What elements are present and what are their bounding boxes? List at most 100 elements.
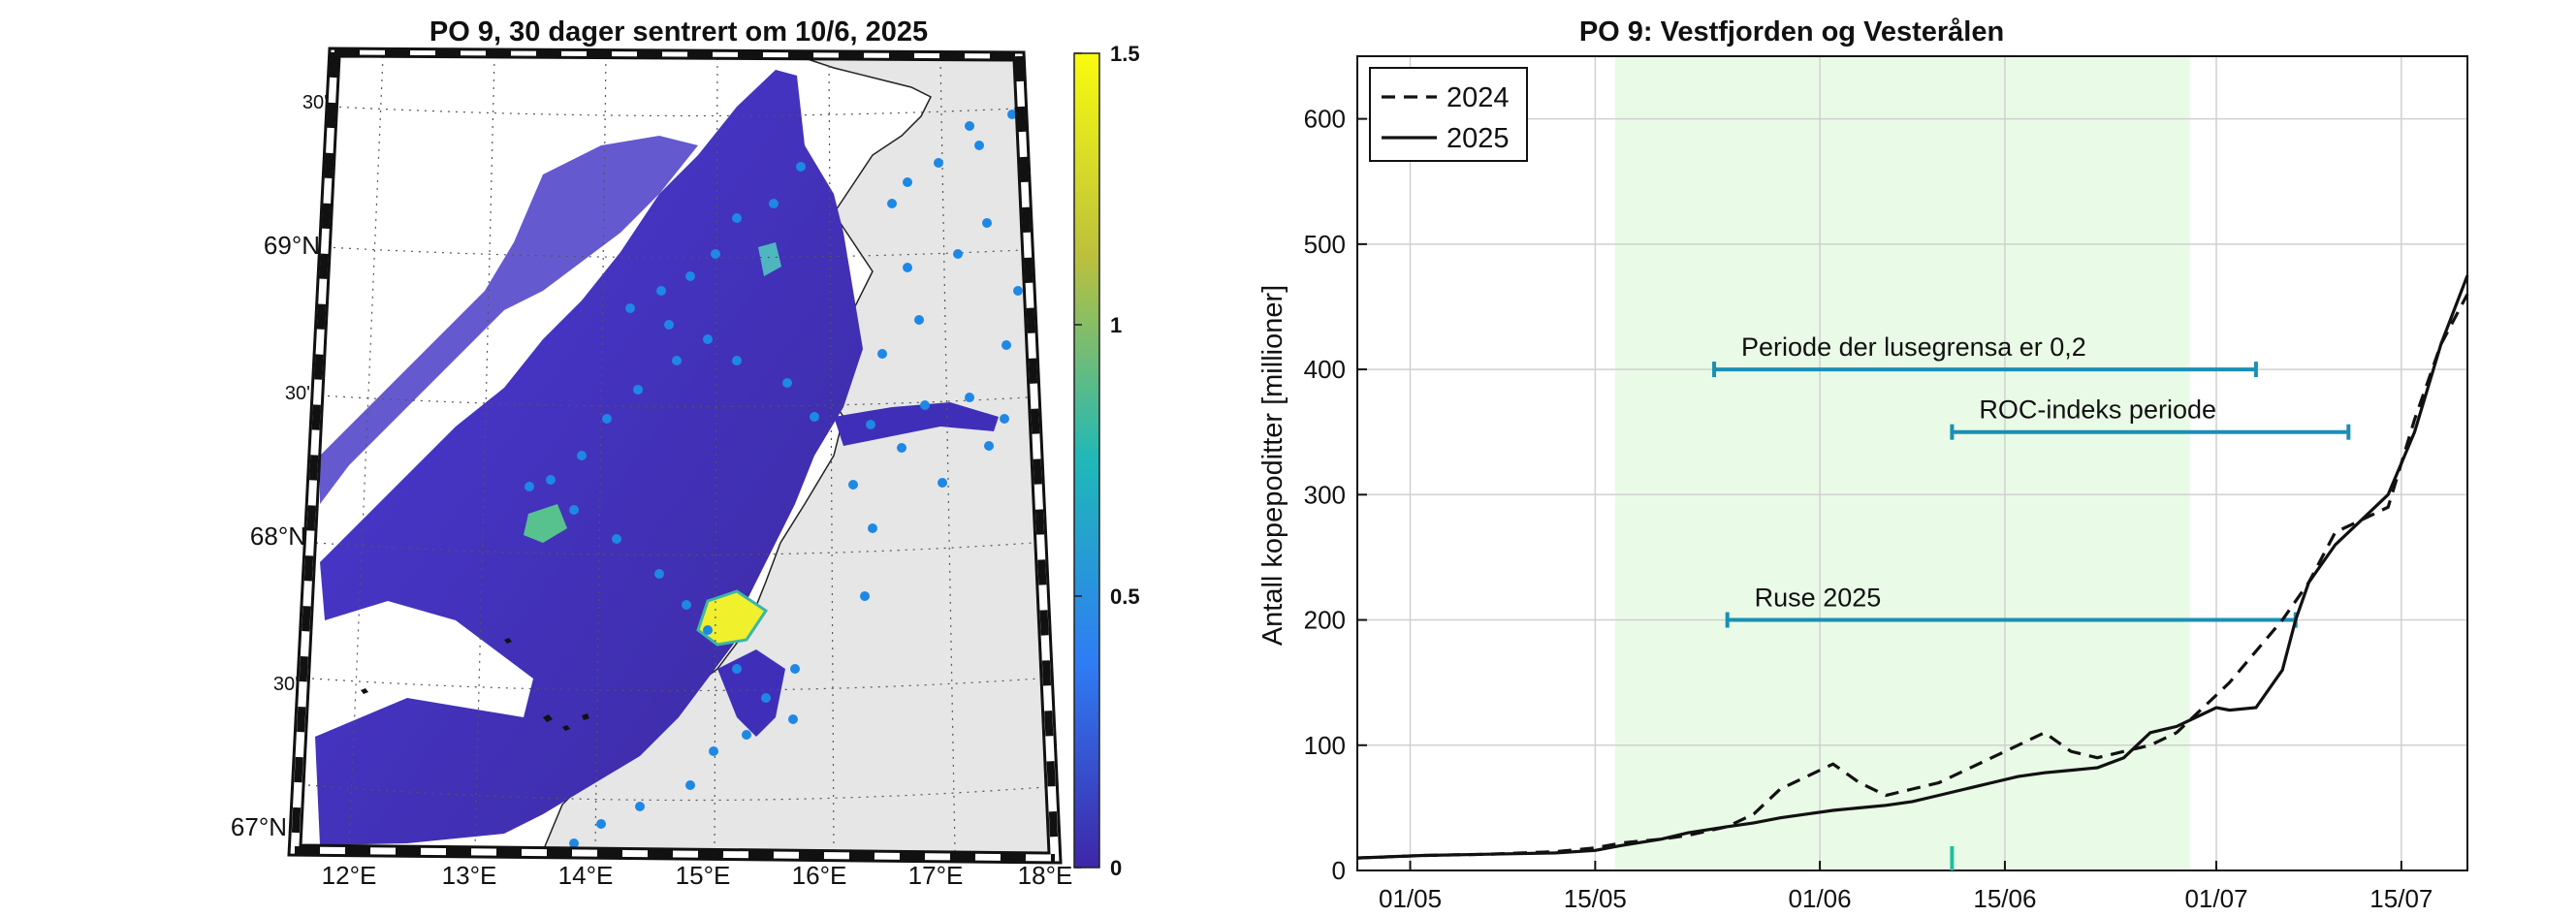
shaded-period xyxy=(1614,56,2190,870)
station-dot xyxy=(796,162,806,172)
station-dot xyxy=(525,482,534,491)
map-panel: PO 9, 30 dager sentrert om 10/6, 2025 xyxy=(231,16,1140,890)
plot-frame xyxy=(1356,55,2468,871)
station-dot xyxy=(953,249,963,259)
interval-label: Periode der lusegrensa er 0,2 xyxy=(1741,332,2086,362)
station-dot xyxy=(897,443,906,453)
lat-tick-minor: 30' xyxy=(285,383,310,404)
station-dot xyxy=(982,218,992,228)
x-tick-label: 01/06 xyxy=(1789,884,1852,913)
interval-label: Ruse 2025 xyxy=(1755,584,1882,613)
lat-tick-minor: 30' xyxy=(273,674,299,695)
station-dot xyxy=(672,356,682,365)
station-dot xyxy=(984,441,994,451)
interval-label: ROC-indeks periode xyxy=(1979,395,2216,425)
colorbar-tick: 0.5 xyxy=(1110,585,1140,609)
y-tick-label: 400 xyxy=(1304,355,1346,384)
lat-tick: 68°N xyxy=(250,522,306,551)
legend-label: 2024 xyxy=(1447,82,1510,113)
station-dot xyxy=(782,378,792,388)
station-dot xyxy=(682,600,691,610)
station-dot xyxy=(903,177,912,187)
legend: 2024 2025 xyxy=(1369,67,1528,162)
map-grid xyxy=(307,56,1046,853)
station-dot xyxy=(866,420,875,429)
station-dot xyxy=(761,693,771,703)
station-dot xyxy=(920,400,930,410)
lon-tick: 16°E xyxy=(792,861,847,890)
lat-tick: 67°N xyxy=(231,812,287,841)
x-tick-label: 15/06 xyxy=(1973,884,2036,913)
lat-tick-minor: 30' xyxy=(302,92,328,113)
lon-tick: 18°E xyxy=(1018,861,1073,890)
station-markers xyxy=(525,110,1023,848)
station-dot xyxy=(810,412,819,422)
chart-title: PO 9: Vestfjorden og Vesterålen xyxy=(1579,16,2004,47)
station-dot xyxy=(732,356,742,365)
legend-label: 2025 xyxy=(1447,123,1510,154)
colorbar: 0 0.5 1 1.5 xyxy=(1073,42,1140,880)
station-dot xyxy=(938,478,947,488)
station-dot xyxy=(635,802,645,811)
station-dot xyxy=(1007,110,1017,119)
station-dot xyxy=(769,199,779,208)
station-dot xyxy=(602,414,612,424)
station-dot xyxy=(974,141,984,150)
lon-tick-labels: 12°E 13°E 14°E 15°E 16°E 17°E 18°E xyxy=(322,861,1073,890)
fjord-highlight xyxy=(524,504,567,543)
x-tick-label: 01/05 xyxy=(1379,884,1442,913)
colorbar-tick: 1 xyxy=(1110,313,1122,337)
station-dot xyxy=(656,286,666,296)
station-dot xyxy=(685,271,695,281)
station-dot xyxy=(742,730,751,740)
lon-tick: 14°E xyxy=(558,861,614,890)
station-dot xyxy=(903,263,912,272)
lon-tick: 17°E xyxy=(908,861,964,890)
fjord-highlight xyxy=(758,242,781,276)
station-dot xyxy=(625,303,635,313)
colorbar-tick: 1.5 xyxy=(1110,42,1140,66)
station-dot xyxy=(703,625,713,635)
station-dot xyxy=(685,780,695,790)
station-dot xyxy=(877,349,887,359)
station-dot xyxy=(788,714,798,724)
station-dot xyxy=(569,838,579,848)
station-dot xyxy=(732,664,742,674)
sea-field xyxy=(315,70,863,845)
y-tick-label: 300 xyxy=(1304,480,1346,509)
station-dot xyxy=(612,534,621,544)
station-dot xyxy=(732,213,742,223)
station-dot xyxy=(868,523,877,533)
station-dot xyxy=(1000,414,1009,424)
plot-area: 0 100 200 300 400 500 600 01/05 15/05 01/06 15/06 0… xyxy=(1304,55,2469,913)
station-dot xyxy=(709,746,718,756)
station-dot xyxy=(596,819,606,829)
map-title: PO 9, 30 dager sentrert om 10/6, 2025 xyxy=(429,16,928,47)
station-dot xyxy=(546,475,556,485)
station-dot xyxy=(887,199,897,208)
station-dot xyxy=(914,315,924,325)
y-tick-label: 100 xyxy=(1304,731,1346,760)
station-dot xyxy=(664,320,674,330)
colorbar-gradient xyxy=(1073,52,1100,869)
y-axis-label: Antall kopepoditter [millioner] xyxy=(1257,285,1288,646)
station-dot xyxy=(654,569,664,579)
lat-tick-labels: 67°N 30' 68°N 30' 69°N 30' xyxy=(231,92,328,841)
lon-tick: 15°E xyxy=(676,861,731,890)
station-dot xyxy=(934,158,943,168)
x-tick-label: 15/07 xyxy=(2369,884,2433,913)
lat-tick: 69°N xyxy=(264,231,320,260)
map-frame xyxy=(287,47,1063,865)
station-dot xyxy=(965,393,974,402)
station-dot xyxy=(1002,340,1011,350)
station-dot xyxy=(569,505,579,515)
lon-tick: 12°E xyxy=(322,861,377,890)
station-dot xyxy=(965,121,974,131)
station-dot xyxy=(790,664,800,674)
x-tick-label: 15/05 xyxy=(1564,884,1627,913)
fjord-highlight xyxy=(696,589,769,647)
station-dot xyxy=(703,334,713,344)
y-tick-label: 0 xyxy=(1332,856,1346,885)
station-dot xyxy=(1013,286,1023,296)
